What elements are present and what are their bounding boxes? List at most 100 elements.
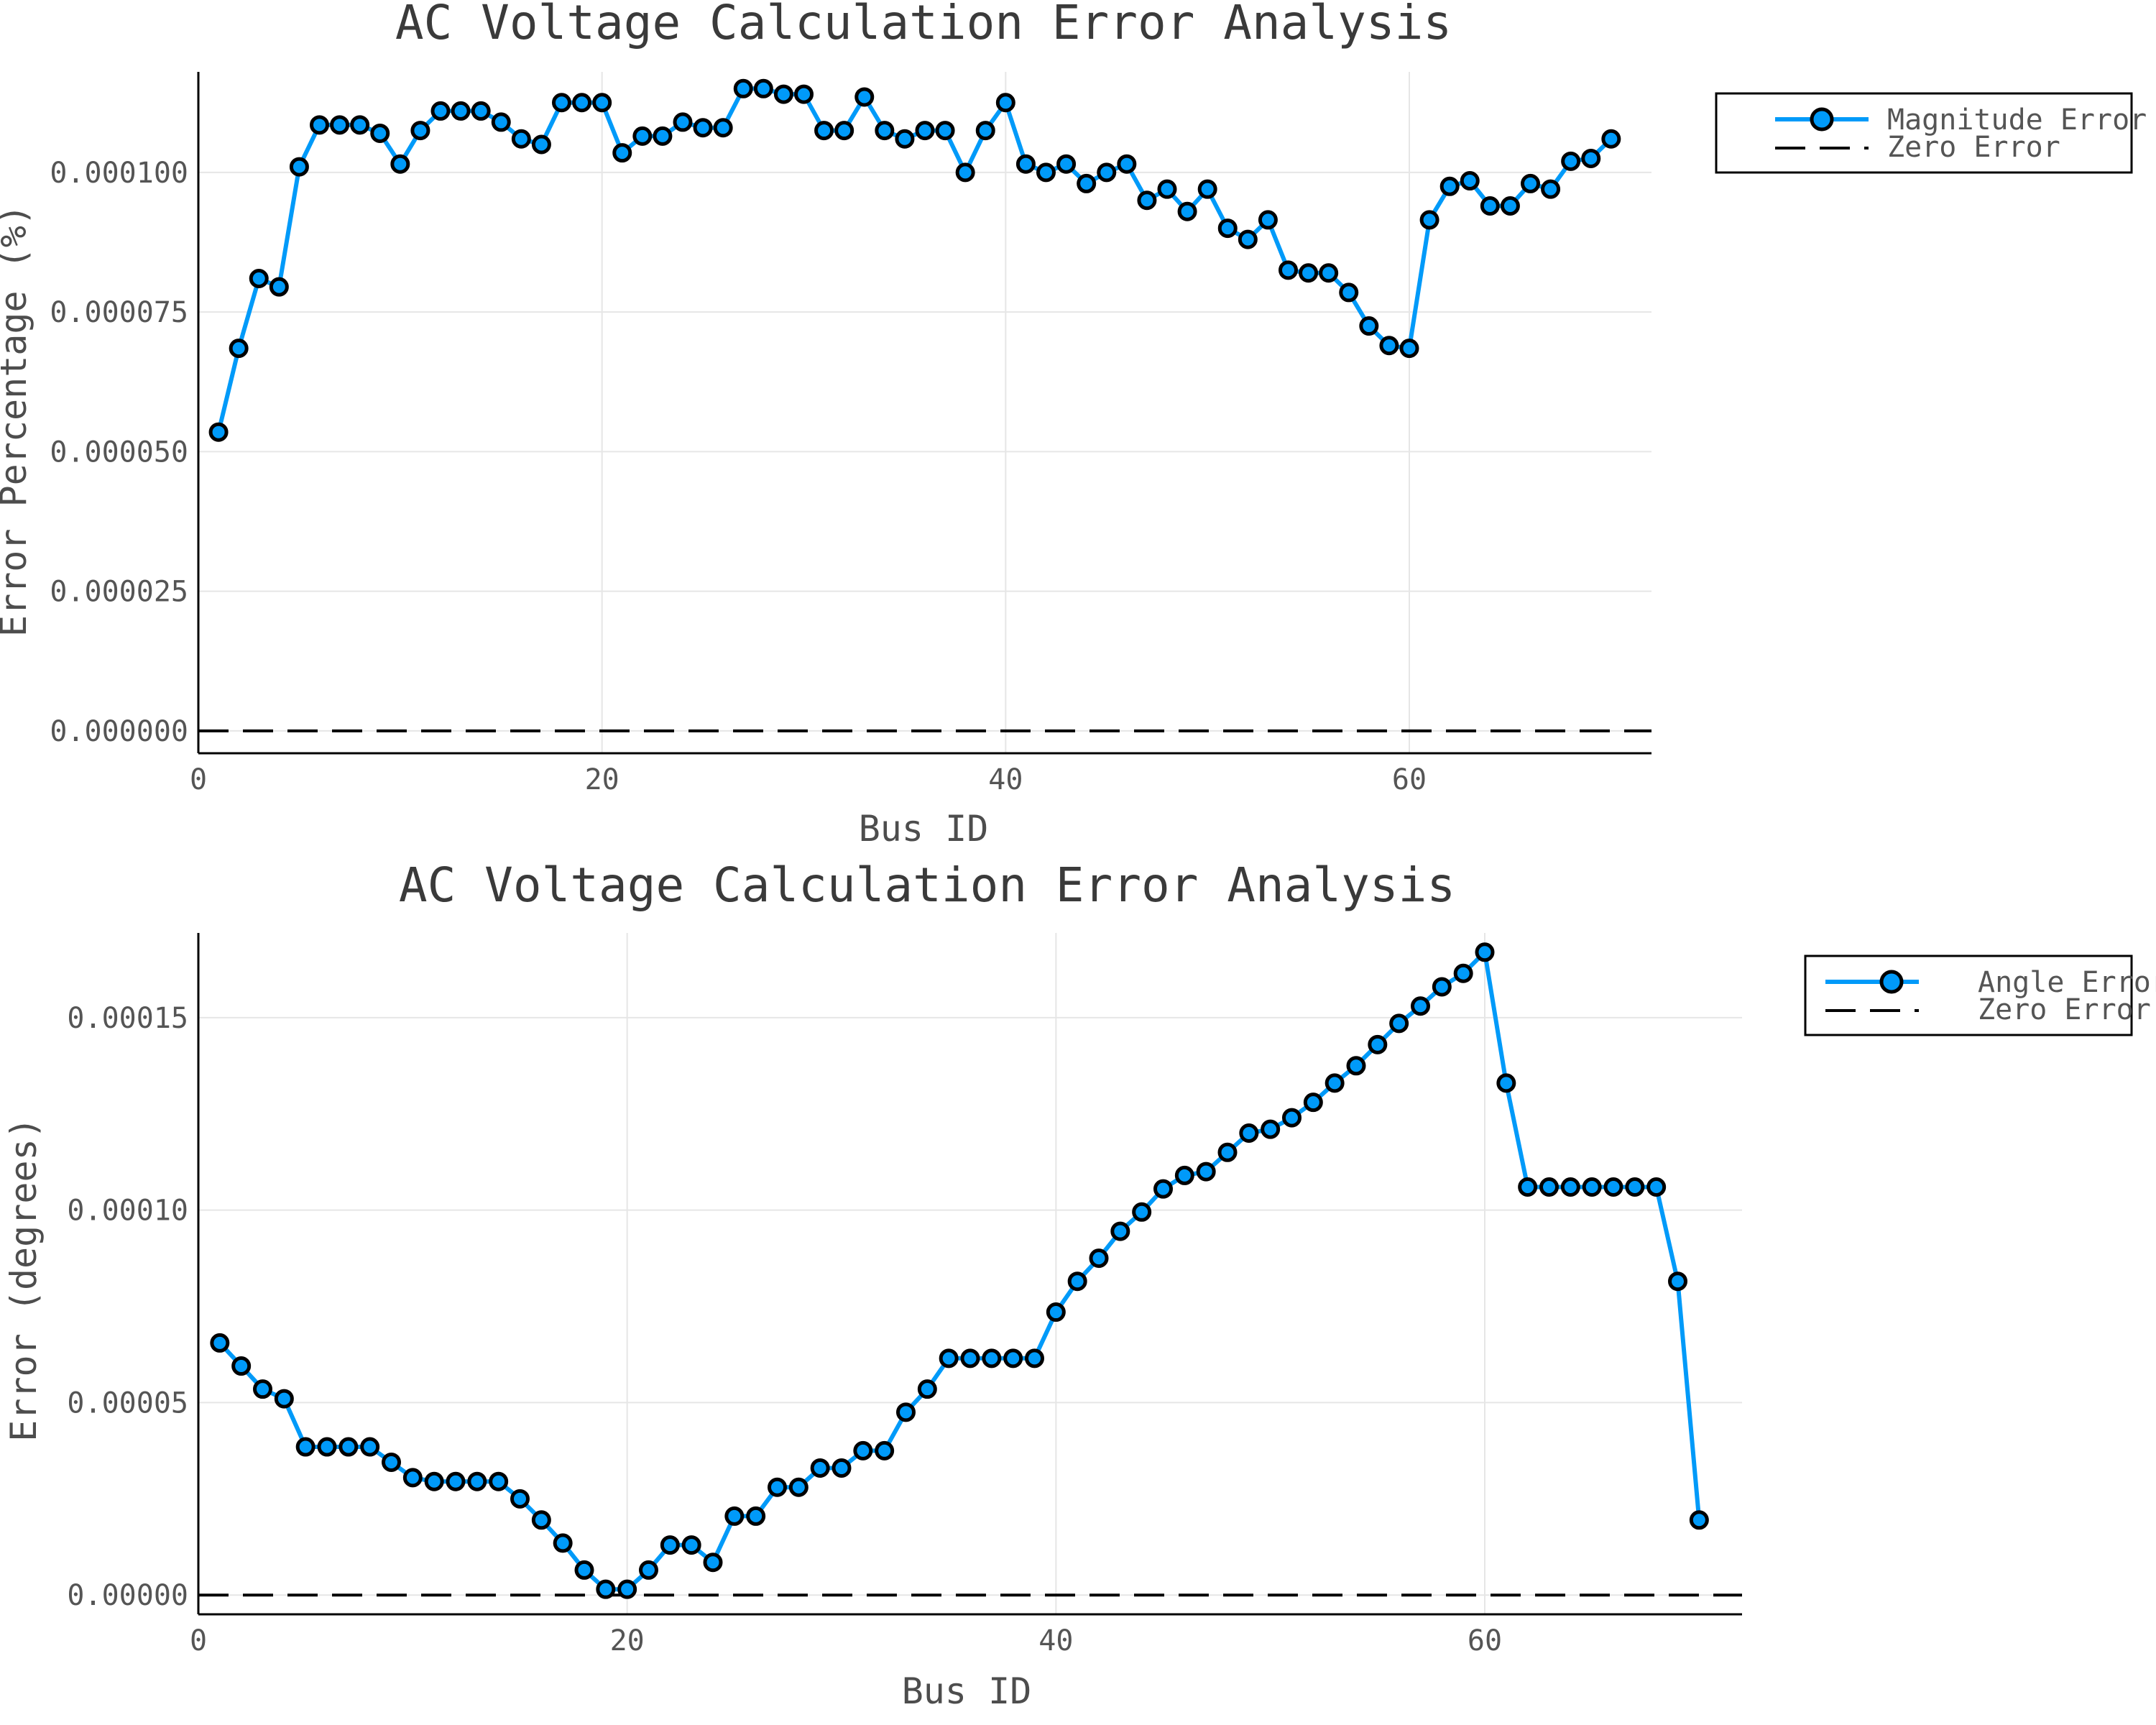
data-point	[410, 121, 430, 141]
data-point	[249, 269, 269, 289]
data-point	[1581, 148, 1601, 168]
data-point	[1561, 151, 1581, 171]
data-point	[1132, 1202, 1152, 1222]
data-point	[1239, 1123, 1259, 1144]
data-point	[1453, 963, 1473, 983]
data-point	[753, 78, 773, 98]
data-point	[1089, 1248, 1109, 1269]
x-tick-label: 0	[190, 1624, 207, 1657]
angle-error-chart: AC Voltage Calculation Error Analysis 0.…	[3, 857, 2156, 1712]
data-point	[446, 1471, 466, 1491]
data-point	[253, 1379, 272, 1399]
data-point	[1056, 154, 1077, 174]
data-point	[1299, 263, 1319, 283]
data-point	[834, 121, 854, 141]
data-point	[1582, 1177, 1602, 1197]
data-point	[289, 157, 309, 177]
data-point	[975, 121, 995, 141]
data-point	[1368, 1034, 1388, 1054]
legend-box	[1804, 954, 2133, 1036]
data-point	[1668, 1271, 1687, 1292]
data-point	[1460, 171, 1480, 191]
data-point	[854, 87, 875, 107]
data-point	[572, 93, 592, 113]
data-point	[1541, 179, 1561, 199]
data-point	[612, 143, 632, 163]
data-point	[1110, 1221, 1130, 1241]
data-point	[592, 93, 612, 113]
data-point	[360, 1437, 380, 1457]
data-point	[895, 129, 915, 149]
data-point	[831, 1458, 852, 1478]
data-point	[370, 123, 390, 143]
data-point	[794, 84, 814, 104]
legend-label-zero: Zero Error	[1978, 993, 2151, 1026]
data-point	[673, 112, 693, 132]
data-point	[471, 101, 491, 121]
legend-marker-angle	[1879, 970, 1904, 994]
data-point	[1379, 336, 1399, 356]
y-tick-label: 0.000100	[50, 157, 188, 190]
data-point	[917, 1379, 937, 1399]
data-point	[1217, 1142, 1238, 1162]
data-point	[1625, 1177, 1645, 1197]
data-point	[1174, 1165, 1194, 1185]
data-point	[1603, 1177, 1623, 1197]
data-point	[639, 1560, 658, 1580]
data-point	[295, 1437, 315, 1457]
data-point	[430, 101, 451, 121]
data-point	[703, 1552, 723, 1573]
data-point	[1303, 1092, 1323, 1113]
data-point	[915, 121, 935, 141]
data-point	[653, 126, 673, 146]
data-point	[1197, 179, 1217, 199]
y-tick-label: 0.00015	[67, 1002, 188, 1035]
data-point	[1157, 179, 1177, 199]
data-point	[491, 112, 511, 132]
data-point	[1097, 162, 1117, 183]
data-point	[955, 162, 975, 183]
data-point	[350, 115, 370, 135]
y-tick-label: 0.00000	[67, 1579, 188, 1612]
data-point	[1046, 1302, 1066, 1322]
data-point	[1539, 1177, 1559, 1197]
data-point	[632, 126, 653, 146]
data-point	[1689, 1510, 1709, 1530]
data-point	[1419, 210, 1439, 230]
x-tick-label: 40	[1038, 1624, 1073, 1657]
y-tick-label: 0.000050	[50, 436, 188, 469]
y-tick-label: 0.000075	[50, 296, 188, 329]
x-tick-label: 60	[1468, 1624, 1502, 1657]
data-point	[1518, 1177, 1538, 1197]
chart-title: AC Voltage Calculation Error Analysis	[395, 0, 1452, 50]
data-point	[1153, 1179, 1173, 1199]
data-point	[274, 1389, 294, 1409]
data-point	[208, 422, 229, 442]
data-point	[995, 93, 1015, 113]
data-point	[330, 115, 350, 135]
data-point	[1475, 942, 1495, 962]
data-point	[1399, 339, 1419, 359]
data-point	[1646, 1177, 1667, 1197]
data-point	[1077, 173, 1097, 193]
data-point	[574, 1560, 594, 1580]
data-point	[552, 93, 571, 113]
data-point	[1389, 1013, 1409, 1034]
legend-box	[1715, 92, 2133, 174]
legend-label-magnitude: Magnitude Error	[1887, 104, 2147, 137]
data-point	[853, 1440, 873, 1460]
data-point	[1003, 1348, 1023, 1368]
legend: Magnitude Error Zero Error	[1715, 92, 2147, 174]
series-line	[218, 949, 1702, 1592]
data-point	[896, 1402, 916, 1422]
data-point	[939, 1348, 959, 1368]
data-point	[1346, 1056, 1366, 1076]
data-point	[1217, 218, 1238, 239]
x-tick-label: 60	[1392, 763, 1427, 796]
data-point	[810, 1458, 830, 1478]
data-point	[510, 1489, 530, 1509]
data-point	[229, 339, 249, 359]
x-tick-label: 20	[610, 1624, 645, 1657]
data-point	[451, 101, 471, 121]
legend-label-angle: Angle Error	[1978, 966, 2156, 999]
